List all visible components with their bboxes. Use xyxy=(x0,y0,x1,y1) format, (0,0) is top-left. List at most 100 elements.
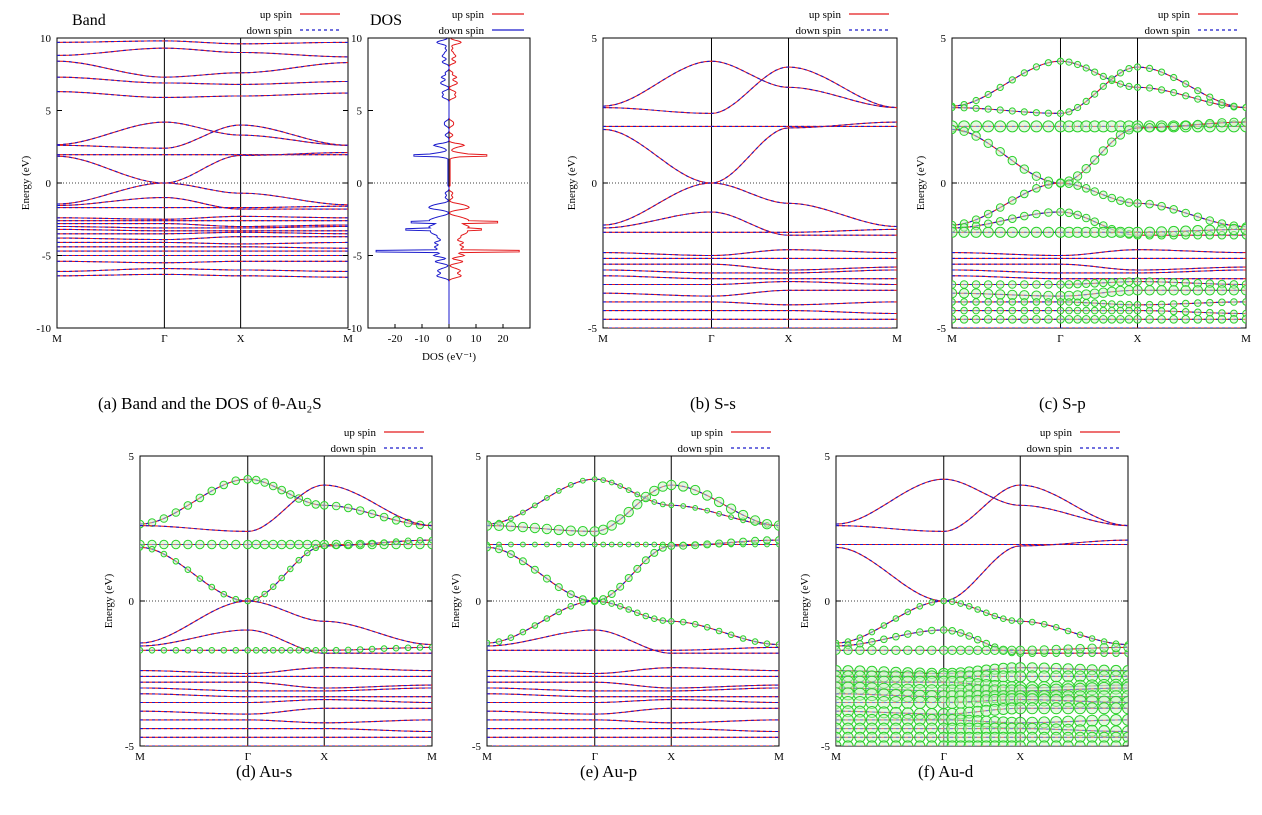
legend-up-label: up spin xyxy=(1158,9,1191,21)
band-down-spin xyxy=(140,539,432,602)
projection-weight-marker xyxy=(1008,306,1017,315)
projection-weight-marker xyxy=(890,740,902,746)
projection-weight-marker xyxy=(990,645,1000,655)
projection-weight-marker xyxy=(1056,306,1065,315)
projection-weight-marker xyxy=(691,541,700,550)
band-lines xyxy=(487,476,779,746)
projection-weight-marker xyxy=(928,599,936,606)
band-down-spin xyxy=(57,76,348,85)
legend-up-label: up spin xyxy=(344,427,377,439)
projection-weight-marker xyxy=(667,541,676,550)
projection-weight-marker xyxy=(632,499,643,510)
projection-weight-marker xyxy=(995,147,1005,157)
projection-weight-marker xyxy=(1028,618,1036,626)
x-tick-label: M xyxy=(52,333,62,345)
projection-weight-marker xyxy=(1075,643,1085,654)
band-down-spin xyxy=(603,249,897,257)
projection-weight-marker xyxy=(703,540,712,549)
projection-weight-marker xyxy=(903,645,913,655)
band-up-spin xyxy=(57,152,348,184)
projection-weight-marker xyxy=(1170,73,1178,82)
projection-weight-marker xyxy=(285,539,295,550)
projection-weight-marker xyxy=(1125,65,1133,73)
projection-weight-marker xyxy=(567,541,574,548)
projection-weight-marker xyxy=(392,644,400,652)
projection-weight-marker xyxy=(725,503,737,514)
projection-weight-marker xyxy=(651,615,658,623)
projection-weight-marker xyxy=(1228,285,1240,296)
projection-weight-marker xyxy=(1158,68,1166,76)
band-up-spin xyxy=(836,758,1128,761)
band-up-spin xyxy=(836,418,1128,430)
projection-weight-marker xyxy=(1180,285,1191,296)
projection-weight-marker xyxy=(495,545,503,554)
x-tick-label: 10 xyxy=(471,333,483,345)
band-up-spin xyxy=(603,354,897,360)
projection-weight-marker xyxy=(623,506,634,518)
projection-weight-marker xyxy=(1042,226,1055,238)
projection-weight-marker xyxy=(1008,76,1016,84)
band-down-spin xyxy=(836,478,1128,527)
projection-weight-marker xyxy=(1230,102,1238,110)
band-down-spin xyxy=(57,182,348,206)
caption-f: (f) Au-d xyxy=(918,762,974,781)
band-down-spin xyxy=(140,667,432,675)
projection-weight-marker xyxy=(1194,95,1202,103)
projection-weight-marker xyxy=(948,627,957,635)
projection-weight-marker xyxy=(1144,226,1156,238)
dos-title: DOS xyxy=(370,12,402,29)
band-plot-c: -5 0 5 M Γ X M Energy (eV) up spin down spin xyxy=(915,9,1251,372)
band-down-spin xyxy=(952,366,1246,372)
projection-weight-marker xyxy=(952,315,957,324)
projection-weight-marker xyxy=(972,96,980,105)
band-down-spin xyxy=(952,281,1246,286)
projection-weight-marker xyxy=(1099,306,1108,315)
band-up-spin xyxy=(140,357,432,389)
projection-weight-marker xyxy=(1145,199,1154,209)
x-tick-label: -10 xyxy=(415,333,430,345)
projection-weight-marker xyxy=(928,626,936,635)
projection-weight-marker xyxy=(286,490,295,499)
projection-weight-marker xyxy=(678,481,689,492)
projection-weight-marker xyxy=(1205,118,1215,129)
projection-weight-marker xyxy=(1008,214,1017,223)
y-axis-label: Energy (eV) xyxy=(799,573,811,628)
projection-weight-marker xyxy=(520,541,526,548)
band-down-spin xyxy=(603,121,897,184)
band-down-spin xyxy=(952,249,1246,257)
projection-weight-marker xyxy=(295,647,303,654)
projection-weight-marker xyxy=(1020,306,1029,315)
band-up-spin xyxy=(952,263,1246,271)
x-tick-label: M xyxy=(1241,333,1251,345)
projection-weight-marker xyxy=(252,647,260,654)
projection-weight-marker xyxy=(1122,713,1128,726)
band-down-spin xyxy=(603,289,897,297)
projection-weight-marker xyxy=(1044,298,1053,306)
projection-weight-marker xyxy=(171,539,181,550)
projection-weight-marker xyxy=(634,541,641,548)
projection-weight-marker xyxy=(287,647,294,654)
projection-weight-marker xyxy=(599,598,607,606)
projection-weight-marker xyxy=(160,647,168,654)
projection-weight-marker xyxy=(657,481,668,492)
projection-weight-marker xyxy=(1124,125,1134,135)
projection-weight-marker xyxy=(1044,306,1053,315)
projection-weight-marker xyxy=(634,609,641,617)
band-down-spin xyxy=(140,693,432,698)
projection-weight-marker xyxy=(591,541,598,548)
projection-weight-marker xyxy=(1008,107,1016,115)
projection-weight-marker xyxy=(553,524,564,536)
projection-weight-marker xyxy=(995,280,1005,289)
projection-weight-marker xyxy=(1086,702,1099,715)
projection-weight-marker xyxy=(530,565,539,574)
band-up-spin xyxy=(140,539,432,602)
band-title: Band xyxy=(72,12,106,29)
projection-weight-marker xyxy=(1144,123,1155,133)
projection-weight-marker xyxy=(1110,714,1122,726)
band-down-spin xyxy=(57,268,348,272)
projection-weight-marker xyxy=(1125,82,1133,91)
projection-weight-marker xyxy=(1107,137,1117,147)
projection-weight-marker xyxy=(842,740,854,746)
projection-weight-marker xyxy=(1122,740,1128,746)
projection-weight-marker xyxy=(311,500,321,509)
